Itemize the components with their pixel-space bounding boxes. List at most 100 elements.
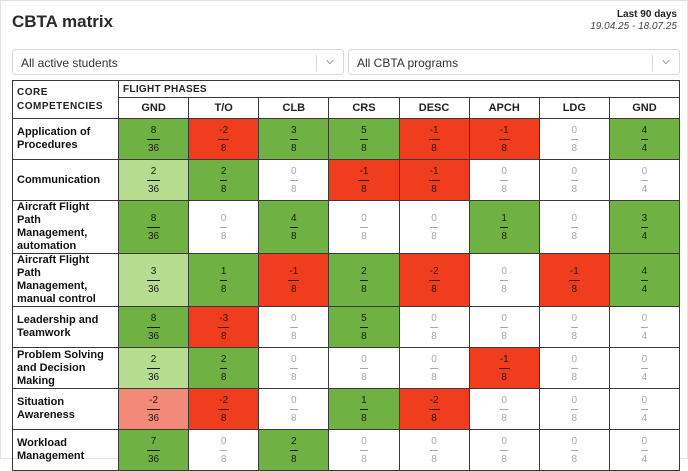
matrix-cell[interactable]: -1 8 bbox=[468, 347, 540, 389]
fraction-bar bbox=[147, 326, 161, 328]
score-fraction: -1 8 bbox=[498, 125, 510, 154]
matrix-cell[interactable]: -1 8 bbox=[468, 118, 540, 160]
programs-filter-select[interactable]: All CBTA programs bbox=[348, 49, 680, 75]
score-value: 0 bbox=[431, 435, 437, 447]
score-fraction: -2 8 bbox=[428, 266, 440, 295]
matrix-cell[interactable]: 8 36 bbox=[117, 200, 190, 254]
matrix-cell[interactable]: -1 8 bbox=[538, 253, 610, 307]
matrix-cell[interactable]: -2 8 bbox=[398, 253, 470, 307]
fraction-bar bbox=[500, 449, 508, 451]
score-total: 8 bbox=[361, 330, 367, 342]
score-total: 8 bbox=[501, 142, 507, 154]
matrix-cell[interactable]: 2 36 bbox=[117, 347, 190, 389]
competency-label: Leadership and Teamwork bbox=[12, 306, 119, 348]
score-value: 1 bbox=[361, 394, 367, 406]
matrix-cell[interactable]: -2 8 bbox=[398, 388, 470, 430]
fraction-bar bbox=[498, 367, 510, 369]
fraction-bar bbox=[288, 279, 300, 281]
score-value: 2 bbox=[150, 353, 157, 365]
fraction-bar bbox=[570, 367, 579, 369]
chevron-down-icon[interactable] bbox=[662, 58, 670, 66]
score-value: 0 bbox=[571, 165, 578, 177]
matrix-cell[interactable]: -1 8 bbox=[398, 159, 470, 201]
score-total: 8 bbox=[501, 230, 507, 242]
fraction-bar bbox=[640, 326, 649, 328]
score-total: 8 bbox=[291, 330, 297, 342]
score-total: 8 bbox=[571, 283, 578, 295]
phase-header: GND bbox=[117, 97, 190, 119]
matrix-cell[interactable]: -2 8 bbox=[188, 118, 260, 160]
score-value: -2 bbox=[219, 394, 229, 406]
fraction-bar bbox=[360, 326, 368, 328]
matrix-cell[interactable]: 8 36 bbox=[117, 118, 190, 160]
matrix-cell[interactable]: 8 36 bbox=[117, 306, 190, 348]
matrix-cell[interactable]: 3 36 bbox=[117, 253, 190, 307]
matrix-cell[interactable]: 7 36 bbox=[117, 429, 190, 471]
matrix-cell[interactable]: -2 8 bbox=[188, 388, 260, 430]
matrix-cell[interactable]: 2 36 bbox=[117, 159, 190, 201]
chevron-down-icon[interactable] bbox=[326, 58, 334, 66]
fraction-bar bbox=[219, 367, 228, 369]
select-separator bbox=[316, 55, 317, 71]
students-filter-select[interactable]: All active students bbox=[12, 49, 344, 75]
fraction-bar bbox=[570, 408, 579, 410]
matrix-cell[interactable]: -3 8 bbox=[188, 306, 260, 348]
matrix-cell[interactable]: -2 36 bbox=[117, 388, 190, 430]
score-total: 8 bbox=[291, 283, 297, 295]
matrix-cell[interactable]: -1 8 bbox=[398, 118, 470, 160]
competency-row: Leadership and Teamwork 8 36 -3 8 0 8 5 8 0 8 0 8 0 8 0… bbox=[12, 306, 681, 348]
matrix-cell[interactable]: -1 8 bbox=[258, 253, 330, 307]
fraction-bar bbox=[430, 326, 438, 328]
fraction-bar bbox=[428, 138, 440, 140]
matrix-cell[interactable]: -1 8 bbox=[328, 159, 400, 201]
score-value: -1 bbox=[569, 265, 579, 277]
